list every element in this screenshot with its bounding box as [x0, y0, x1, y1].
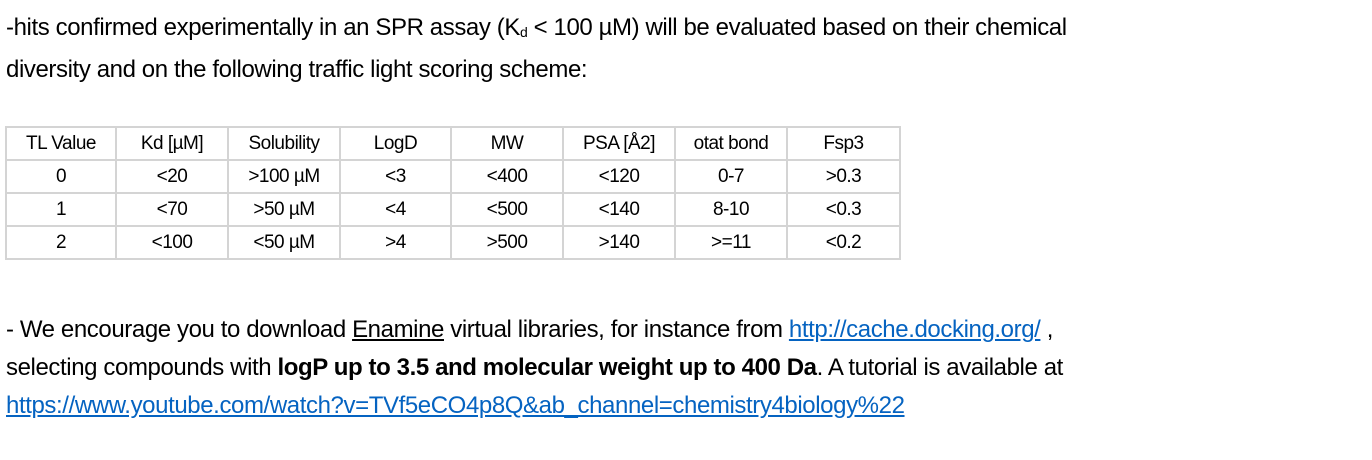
table-cell: <100	[115, 225, 229, 260]
table-row: 2 <100 <50 µM >4 >500 >140 >=11 <0.2	[5, 225, 901, 260]
table-cell: <4	[339, 192, 452, 227]
table-header-cell: Kd [µM]	[115, 126, 229, 161]
intro-text-cont: < 100 µM) will be evaluated based on the…	[527, 14, 1067, 41]
table-cell: 0-7	[674, 159, 788, 194]
table-header-cell: otat bond	[674, 126, 788, 161]
note-text: . A tutorial is available at	[816, 354, 1064, 381]
table-cell: 8-10	[674, 192, 788, 227]
youtube-link[interactable]: https://www.youtube.com/watch?v=TVf5eCO4…	[6, 392, 905, 419]
table-header-row: TL Value Kd [µM] Solubility LogD MW PSA [Å2] o…	[5, 126, 901, 161]
enamine-text: Enamine	[352, 316, 444, 343]
table-header-cell: Fsp3	[786, 126, 901, 161]
table-cell: <50 µM	[227, 225, 341, 260]
table-header-cell: LogD	[339, 126, 452, 161]
table-cell: >0.3	[786, 159, 901, 194]
intro-text-line2: diversity and on the following traffic l…	[6, 56, 588, 83]
table-cell: 0	[5, 159, 117, 194]
table-cell: <400	[450, 159, 564, 194]
table-cell: <0.3	[786, 192, 901, 227]
kd-subscript: d	[519, 24, 528, 40]
table-cell: <140	[562, 192, 676, 227]
table-header-cell: MW	[450, 126, 564, 161]
table-cell: >140	[562, 225, 676, 260]
note-text: virtual libraries, for instance from	[444, 316, 789, 343]
note-paragraph: - We encourage you to download Enamine v…	[6, 311, 1063, 425]
table-cell: >500	[450, 225, 564, 260]
traffic-light-table: TL Value Kd [µM] Solubility LogD MW PSA [Å2] o…	[5, 126, 901, 260]
table-cell: >4	[339, 225, 452, 260]
table-cell: >50 µM	[227, 192, 341, 227]
table-cell: <70	[115, 192, 229, 227]
table-row: 0 <20 >100 µM <3 <400 <120 0-7 >0.3	[5, 159, 901, 194]
table-cell: <0.2	[786, 225, 901, 260]
note-text: ,	[1040, 316, 1054, 343]
table-cell: 2	[5, 225, 117, 260]
table-cell: <120	[562, 159, 676, 194]
table-header-cell: Solubility	[227, 126, 341, 161]
intro-text: -hits confirmed experimentally in an SPR…	[6, 14, 520, 41]
table-cell: >=11	[674, 225, 788, 260]
note-text: - We encourage you to download	[6, 316, 353, 343]
note-text: selecting compounds with	[6, 354, 278, 381]
table-cell: >100 µM	[227, 159, 341, 194]
table-header-cell: PSA [Å2]	[562, 126, 676, 161]
criteria-bold: logP up to 3.5 and molecular weight up t…	[277, 354, 818, 381]
intro-paragraph: -hits confirmed experimentally in an SPR…	[6, 9, 1067, 89]
table-row: 1 <70 >50 µM <4 <500 <140 8-10 <0.3	[5, 192, 901, 227]
table-cell: <500	[450, 192, 564, 227]
docking-link[interactable]: http://cache.docking.org/	[788, 316, 1041, 343]
table-cell: <20	[115, 159, 229, 194]
table-header-cell: TL Value	[5, 126, 117, 161]
table-cell: <3	[339, 159, 452, 194]
table-cell: 1	[5, 192, 117, 227]
